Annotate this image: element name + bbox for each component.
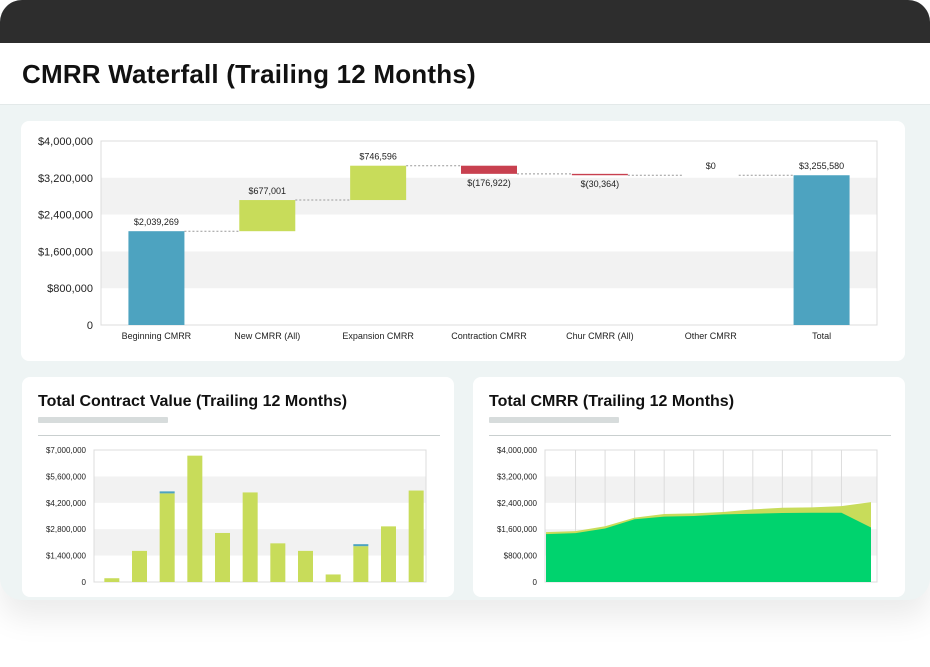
x-tick-label: Other CMRR: [685, 331, 738, 341]
panel-divider: [38, 435, 440, 436]
x-tick-label: Total: [812, 331, 831, 341]
data-label: $3,255,580: [799, 161, 844, 171]
dashboard-frame: CMRR Waterfall (Trailing 12 Months) $4,0…: [0, 0, 930, 600]
tcv-bar: [132, 550, 147, 582]
waterfall-bar: [793, 175, 850, 325]
contract-value-panel: Total Contract Value (Trailing 12 Months…: [22, 377, 454, 597]
y-tick-label: $800,000: [504, 552, 538, 561]
plot-border: [93, 449, 427, 583]
grid-band: [94, 476, 426, 503]
tcv-bar: [187, 455, 203, 582]
grid-band: [101, 251, 877, 289]
y-tick-label: 0: [533, 578, 538, 587]
panel-divider: [489, 435, 891, 436]
data-label: $(176,922): [467, 178, 511, 188]
tcv-bar-top: [159, 491, 175, 494]
contract-value-title: Total Contract Value (Trailing 12 Months…: [38, 393, 348, 410]
grid-band: [94, 529, 426, 556]
waterfall-bar: [571, 173, 628, 176]
tcv-bar: [215, 532, 230, 582]
data-label: $0: [706, 161, 716, 171]
tcv-bar: [381, 526, 396, 582]
y-tick-label: $3,200,000: [497, 472, 538, 481]
data-label: $(30,364): [581, 179, 620, 189]
y-tick-label: $4,200,000: [46, 499, 87, 508]
waterfall-bar: [350, 165, 407, 201]
x-tick-label: New CMRR (All): [234, 331, 300, 341]
waterfall-bar: [239, 200, 296, 232]
tcv-bar: [298, 550, 313, 582]
data-label: $746,596: [359, 152, 397, 162]
y-tick-label: $2,400,000: [38, 210, 93, 222]
y-tick-label: $1,600,000: [497, 525, 538, 534]
tcv-bar: [353, 546, 369, 582]
grid-band: [101, 177, 877, 215]
y-tick-label: $2,800,000: [46, 525, 87, 534]
tcv-bar: [408, 490, 424, 582]
y-tick-label: $3,200,000: [38, 173, 93, 185]
tcv-bar: [325, 574, 341, 582]
grid-band: [545, 476, 877, 503]
x-tick-label: Beginning CMRR: [122, 331, 192, 341]
page-title: CMRR Waterfall (Trailing 12 Months): [22, 59, 476, 89]
y-tick-label: 0: [87, 320, 93, 332]
x-tick-label: Chur CMRR (All): [566, 331, 634, 341]
data-label: $677,001: [249, 186, 287, 196]
subtitle-placeholder: [38, 417, 168, 423]
window-top-bar: [0, 0, 930, 43]
waterfall-panel: $4,000,000 $3,200,000 $2,400,000 $1,600,000…: [21, 121, 905, 361]
subtitle-placeholder: [489, 417, 619, 423]
y-tick-label: $4,000,000: [497, 446, 538, 455]
waterfall-bar: [461, 165, 517, 174]
plot-border: [100, 140, 878, 326]
waterfall-chart: $4,000,000 $3,200,000 $2,400,000 $1,600,000…: [38, 136, 878, 341]
waterfall-bar: [128, 231, 185, 325]
total-cmrr-panel: Total CMRR (Trailing 12 Months) $4,000,0…: [473, 377, 905, 597]
tcv-bar: [104, 578, 120, 582]
data-label: $2,039,269: [134, 217, 179, 227]
tcv-bar: [159, 493, 175, 582]
y-tick-label: $5,600,000: [46, 472, 87, 481]
y-tick-label: 0: [82, 578, 87, 587]
total-cmrr-chart: $4,000,000 $3,200,000 $2,400,000 $1,600,000…: [497, 446, 878, 587]
y-tick-label: $1,400,000: [46, 552, 87, 561]
x-tick-label: Expansion CMRR: [342, 331, 414, 341]
tcv-bar: [242, 492, 258, 582]
tcv-bar-top: [353, 544, 369, 547]
cmrr-area-lower: [546, 512, 871, 582]
total-cmrr-title: Total CMRR (Trailing 12 Months): [489, 393, 735, 410]
y-tick-label: $7,000,000: [46, 446, 87, 455]
x-tick-label: Contraction CMRR: [451, 331, 527, 341]
y-tick-label: $4,000,000: [38, 136, 93, 148]
y-tick-label: $2,400,000: [497, 499, 538, 508]
contract-value-chart: $7,000,000 $5,600,000 $4,200,000 $2,800,000…: [46, 446, 427, 587]
y-tick-label: $800,000: [47, 283, 93, 295]
y-tick-label: $1,600,000: [38, 246, 93, 258]
title-bar: CMRR Waterfall (Trailing 12 Months): [0, 43, 930, 105]
tcv-bar: [270, 543, 286, 582]
